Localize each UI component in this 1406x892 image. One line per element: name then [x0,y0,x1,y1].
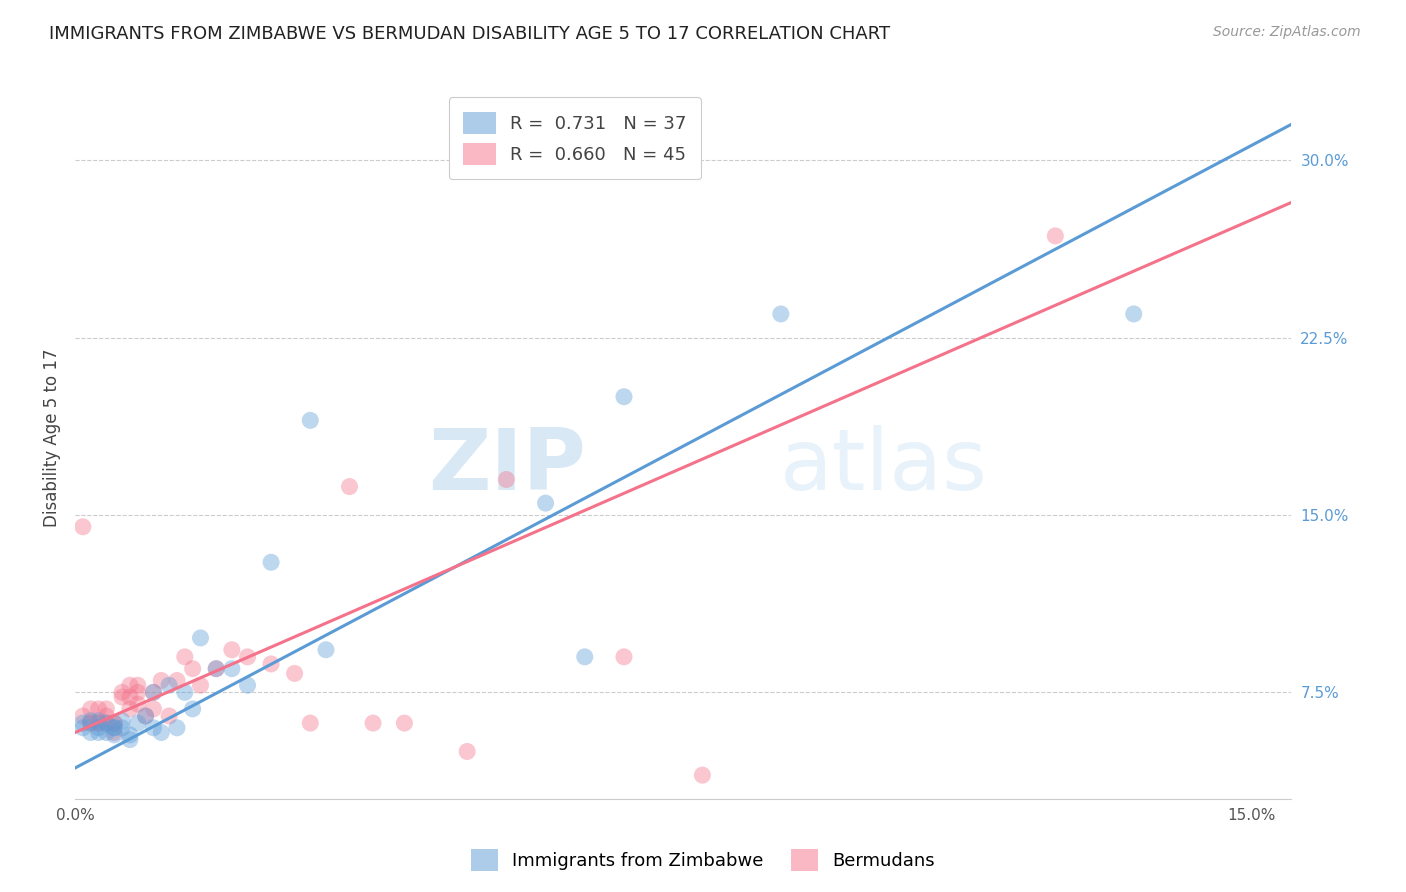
Point [299,716,322,731]
Point [118,690,141,704]
Point [574,649,596,664]
Point [127,678,149,692]
Point [613,649,636,664]
Point [80,714,103,728]
Point [135,709,157,723]
Point [103,725,125,739]
Point [205,662,228,676]
Point [260,657,283,671]
Point [72,520,94,534]
Point [80,716,103,731]
Point [692,768,714,782]
Point [190,678,212,692]
Point [299,413,322,427]
Point [284,666,307,681]
Point [111,685,134,699]
Point [96,716,118,731]
Point [613,390,636,404]
Point [118,728,141,742]
Point [181,702,204,716]
Point [157,678,180,692]
Point [456,744,478,758]
Point [72,721,94,735]
Point [80,725,103,739]
Point [166,673,188,688]
Point [150,725,173,739]
Point [118,678,141,692]
Point [181,662,204,676]
Point [111,690,134,704]
Legend: Immigrants from Zimbabwe, Bermudans: Immigrants from Zimbabwe, Bermudans [464,842,942,879]
Point [205,662,228,676]
Point [111,721,134,735]
Text: ZIP: ZIP [427,425,585,508]
Point [103,728,125,742]
Point [221,662,243,676]
Point [87,702,110,716]
Point [236,678,259,692]
Point [150,673,173,688]
Point [190,631,212,645]
Point [72,709,94,723]
Point [260,555,283,569]
Point [96,716,118,731]
Point [87,714,110,728]
Point [111,714,134,728]
Point [769,307,792,321]
Point [80,716,103,731]
Point [118,732,141,747]
Point [1045,228,1067,243]
Point [495,473,517,487]
Point [103,721,125,735]
Point [127,697,149,711]
Point [87,716,110,731]
Point [80,702,103,716]
Y-axis label: Disability Age 5 to 17: Disability Age 5 to 17 [44,349,60,527]
Point [135,709,157,723]
Point [142,685,165,699]
Point [118,702,141,716]
Legend: R =  0.731   N = 37, R =  0.660   N = 45: R = 0.731 N = 37, R = 0.660 N = 45 [449,97,702,179]
Point [173,685,195,699]
Point [534,496,557,510]
Point [103,716,125,731]
Point [394,716,416,731]
Point [221,642,243,657]
Point [1122,307,1144,321]
Point [87,721,110,735]
Point [315,642,337,657]
Point [236,649,259,664]
Point [87,716,110,731]
Point [127,685,149,699]
Point [96,709,118,723]
Point [96,702,118,716]
Text: Source: ZipAtlas.com: Source: ZipAtlas.com [1213,25,1361,39]
Point [87,725,110,739]
Point [166,721,188,735]
Point [173,649,195,664]
Text: atlas: atlas [780,425,988,508]
Point [103,716,125,731]
Point [142,702,165,716]
Point [96,725,118,739]
Point [339,479,361,493]
Point [103,721,125,735]
Point [127,716,149,731]
Point [142,685,165,699]
Point [142,721,165,735]
Point [361,716,384,731]
Point [72,716,94,731]
Point [157,709,180,723]
Text: IMMIGRANTS FROM ZIMBABWE VS BERMUDAN DISABILITY AGE 5 TO 17 CORRELATION CHART: IMMIGRANTS FROM ZIMBABWE VS BERMUDAN DIS… [49,25,890,43]
